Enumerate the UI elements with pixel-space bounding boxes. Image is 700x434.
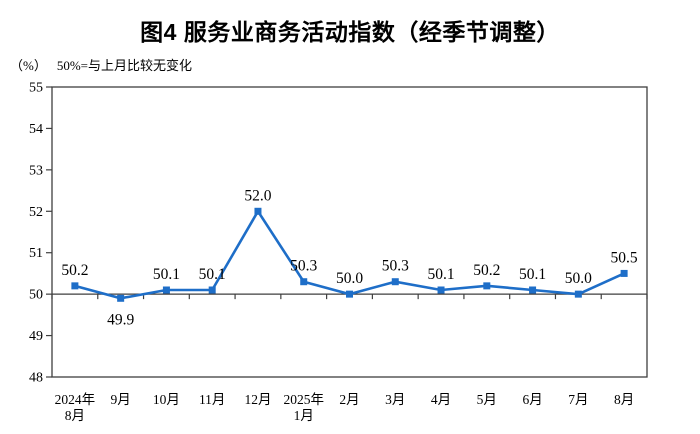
data-point-label: 50.1 — [427, 266, 454, 283]
y-axis-tick-label: 51 — [29, 246, 43, 261]
x-axis-label: 2025年 — [283, 392, 324, 407]
x-axis-label: 6月 — [522, 392, 542, 407]
data-point-label: 50.1 — [153, 266, 180, 283]
data-point-label: 50.0 — [565, 270, 592, 287]
data-point-label: 50.1 — [519, 266, 546, 283]
y-axis-tick-label: 52 — [29, 205, 43, 220]
data-point-marker — [346, 290, 353, 298]
data-point-marker — [300, 278, 308, 286]
plot-border — [51, 86, 648, 378]
data-point-marker — [391, 278, 399, 286]
chart-title: 图4 服务业商务活动指数（经季节调整） — [140, 19, 560, 45]
x-axis-label: 7月 — [568, 392, 588, 407]
data-point-label: 50.2 — [61, 262, 88, 279]
x-axis-label: 11月 — [199, 392, 226, 407]
data-point-marker — [437, 286, 445, 294]
data-point-marker — [162, 286, 170, 294]
data-point-label: 50.5 — [611, 249, 638, 266]
x-axis-label: 3月 — [385, 392, 405, 407]
data-point-marker — [71, 282, 79, 290]
x-axis-label: 5月 — [477, 392, 497, 407]
y-axis-tick-label: 55 — [29, 81, 43, 96]
data-point-marker — [574, 290, 582, 298]
x-axis-label: 12月 — [244, 392, 271, 407]
x-axis-label: 8月 — [614, 392, 634, 407]
data-point-label: 49.9 — [107, 311, 134, 328]
x-axis-label: 1月 — [294, 408, 314, 423]
data-point-marker — [117, 294, 125, 302]
data-point-marker — [529, 286, 537, 294]
x-axis-label: 2月 — [339, 392, 359, 407]
reference-note: 50%=与上月比较无变化 — [56, 58, 193, 73]
data-point-marker — [208, 286, 216, 294]
data-point-marker — [620, 269, 628, 277]
x-axis-label: 10月 — [153, 392, 180, 407]
chart-subtitle: （%） 50%=与上月比较无变化 — [10, 55, 192, 74]
y-axis-tick-label: 49 — [29, 329, 43, 344]
data-point-label: 50.2 — [473, 262, 500, 279]
data-point-marker — [483, 282, 491, 290]
y-axis-tick-label: 48 — [29, 371, 43, 386]
data-point-label: 50.0 — [336, 270, 363, 287]
y-axis-tick-label: 50 — [29, 288, 43, 303]
y-axis-unit-label: （%） — [10, 58, 47, 73]
x-axis-label: 9月 — [111, 392, 131, 407]
data-point-label: 50.1 — [199, 266, 226, 283]
x-axis-label: 4月 — [431, 392, 451, 407]
x-axis-label: 2024年 — [55, 392, 96, 407]
x-axis-label: 8月 — [65, 408, 85, 423]
y-axis-tick-label: 54 — [29, 122, 43, 137]
data-point-marker — [254, 207, 262, 215]
data-point-label: 50.3 — [382, 258, 409, 275]
data-point-label: 52.0 — [244, 187, 271, 204]
data-point-label: 50.3 — [290, 258, 317, 275]
y-axis-tick-label: 53 — [29, 163, 43, 178]
